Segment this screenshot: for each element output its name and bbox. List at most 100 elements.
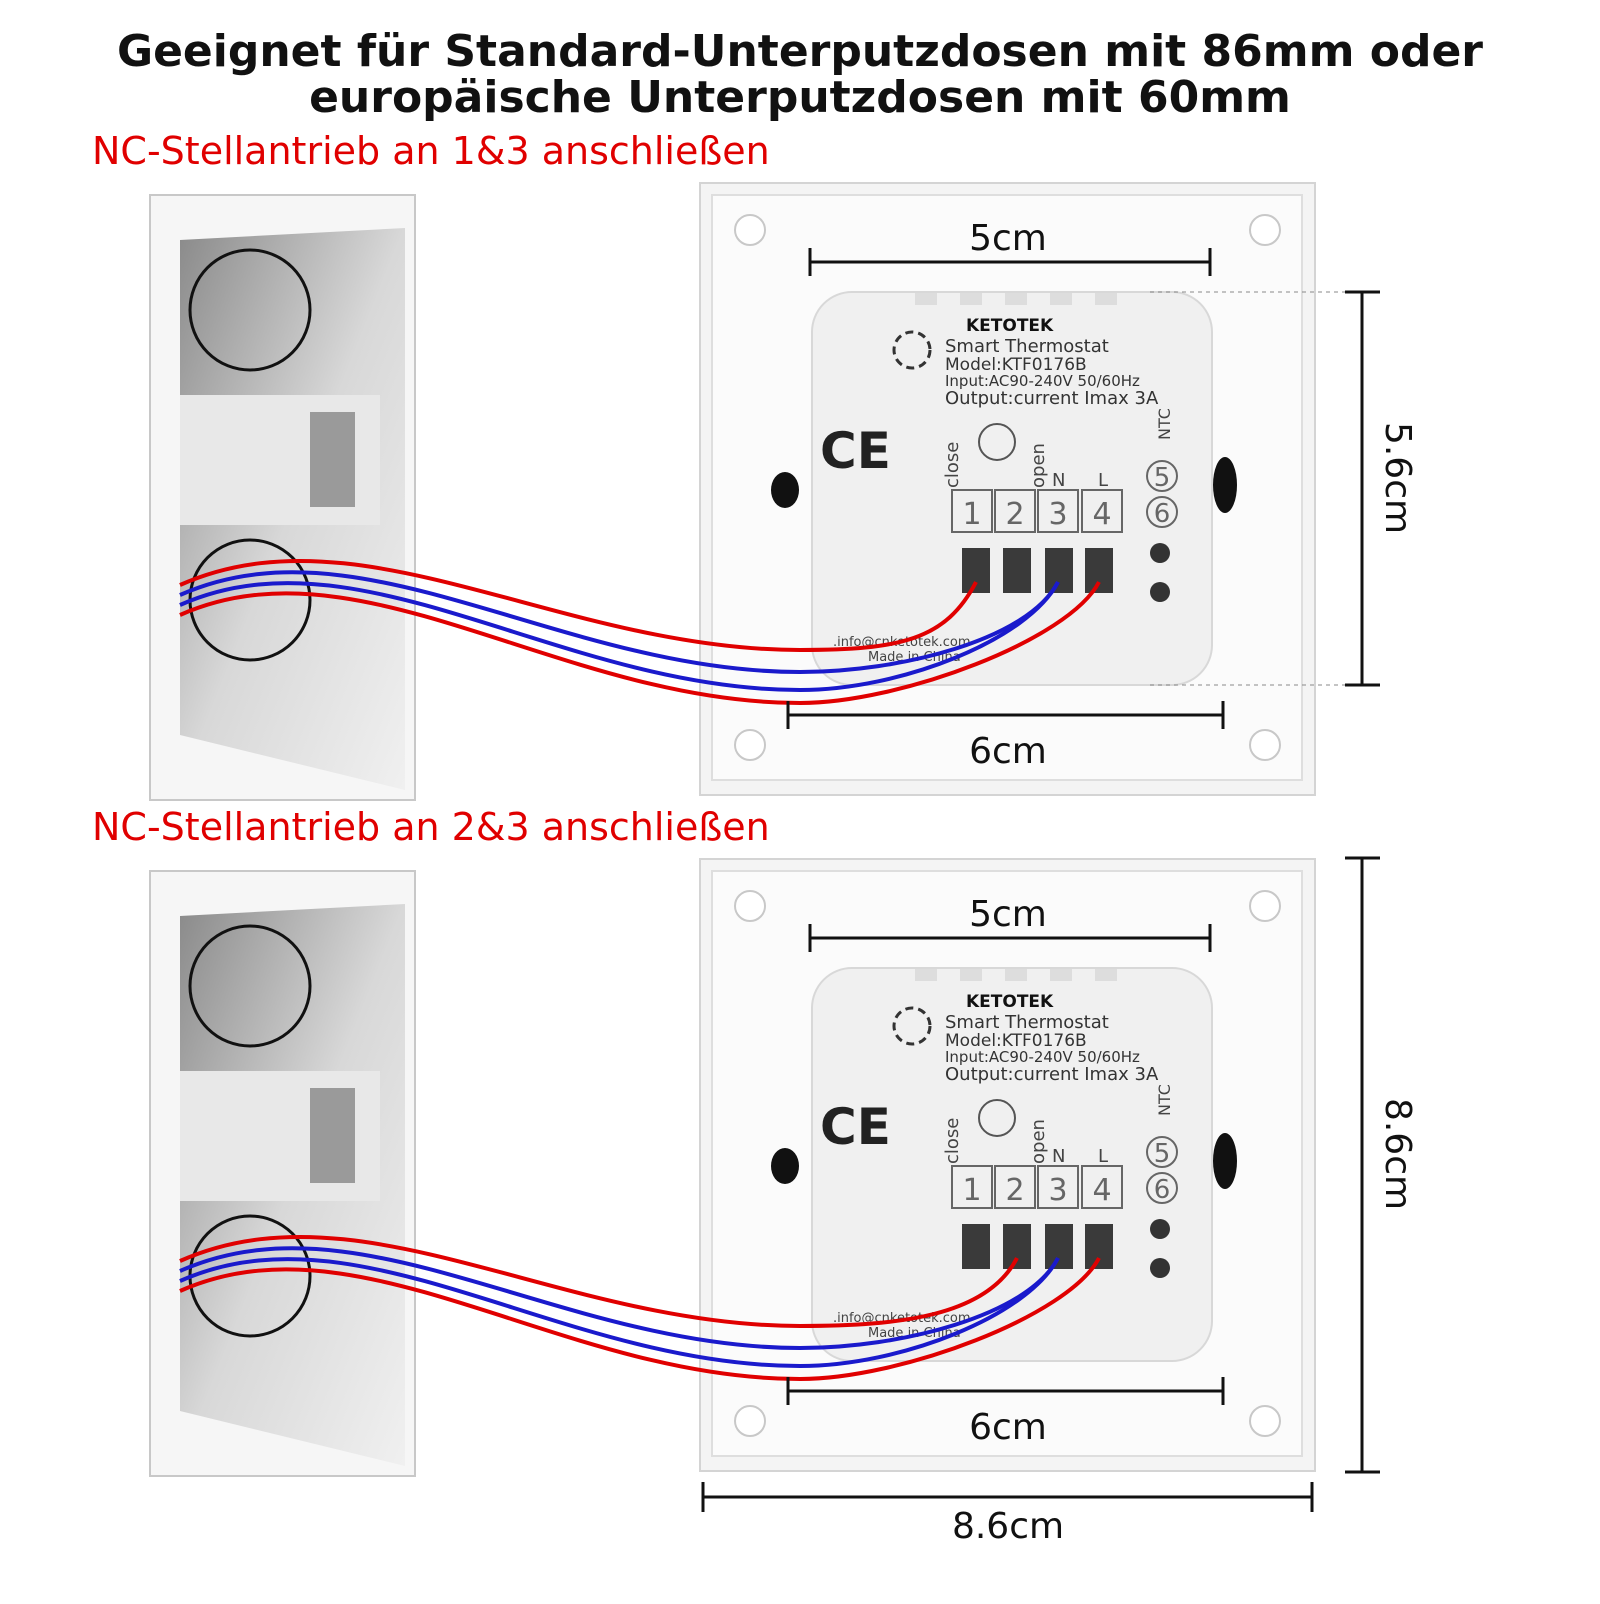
- wire: [179, 581, 1060, 693]
- screw: [1150, 1258, 1170, 1278]
- screw-hole: [1249, 890, 1281, 922]
- screw-terminal: [1045, 548, 1073, 593]
- terminal-number: 3: [1048, 497, 1067, 532]
- wire: [179, 570, 1060, 675]
- vent: [1050, 969, 1072, 981]
- screw: [1150, 1219, 1170, 1239]
- terminal-box: [951, 1165, 993, 1209]
- screw-hole: [1249, 214, 1281, 246]
- label-icon: [892, 330, 932, 370]
- knockout: [188, 924, 312, 1048]
- screw-hole: [1249, 1405, 1281, 1437]
- model: Model:KTF0176B: [945, 355, 1087, 375]
- terminal-number: 6: [1154, 1175, 1171, 1205]
- screw-terminal: [1085, 548, 1113, 593]
- terminal-name: open: [1028, 443, 1049, 488]
- vent: [915, 293, 937, 305]
- model: Model:KTF0176B: [945, 1031, 1087, 1051]
- terminal-name: N: [1052, 1146, 1065, 1167]
- terminal-number: 6: [1154, 499, 1171, 529]
- input: Input:AC90-240V 50/60Hz: [945, 372, 1140, 390]
- vent: [1095, 969, 1117, 981]
- screw-terminal: [962, 1224, 990, 1269]
- caption: NC-Stellantrieb an 2&3 anschließen: [92, 805, 770, 849]
- output: Output:current Imax 3A: [945, 1064, 1159, 1085]
- mount-hole: [771, 472, 799, 508]
- terminal-number: 4: [1092, 1173, 1111, 1208]
- title-line: Geeignet für Standard-Unterputzdosen mit…: [117, 26, 1483, 77]
- wire: [179, 1257, 1060, 1369]
- terminal-box: [1081, 1165, 1123, 1209]
- terminal-box: [994, 489, 1036, 533]
- screw-hole: [1249, 729, 1281, 761]
- panel: NC-Stellantrieb an 2&3 anschließen KETOTE…: [92, 805, 1418, 1547]
- title-line: europäische Unterputzdosen mit 60mm: [309, 72, 1291, 123]
- terminal-circle: [1146, 496, 1178, 528]
- motor-symbol: [978, 423, 1016, 461]
- terminal-number: 5: [1154, 463, 1171, 493]
- screw: [1150, 582, 1170, 602]
- vent: [1050, 293, 1072, 305]
- terminal-number: 2: [1005, 1173, 1024, 1208]
- terminal-name: close: [942, 442, 963, 488]
- terminal-box: [1081, 489, 1123, 533]
- dimension-label: 5cm: [969, 894, 1047, 935]
- wire: [179, 1234, 1019, 1329]
- screw-terminal: [1085, 1224, 1113, 1269]
- brand: KETOTEK: [966, 316, 1054, 336]
- screw-terminal: [1003, 548, 1031, 593]
- wire: [179, 1246, 1060, 1351]
- terminal-number: 4: [1092, 497, 1111, 532]
- dimension-label: 8.6cm: [1377, 1098, 1418, 1210]
- terminal-box: [951, 489, 993, 533]
- terminal-number: 5: [1154, 1139, 1171, 1169]
- dimension-label: 6cm: [969, 1407, 1047, 1448]
- vent: [960, 969, 982, 981]
- terminal-box: [1037, 489, 1079, 533]
- terminal-number: 2: [1005, 497, 1024, 532]
- screw-hole: [734, 214, 766, 246]
- terminal-name: NTC: [1155, 1084, 1174, 1116]
- label-icon: [892, 1006, 932, 1046]
- vent: [1005, 969, 1027, 981]
- wire: [179, 558, 978, 653]
- mount-hole: [771, 1148, 799, 1184]
- screw-hole: [734, 890, 766, 922]
- vent: [1095, 293, 1117, 305]
- screw-hole: [734, 1405, 766, 1437]
- box-slot: [310, 412, 355, 507]
- screw-terminal: [1003, 1224, 1031, 1269]
- terminal-box: [994, 1165, 1036, 1209]
- screw-hole: [734, 729, 766, 761]
- screw: [1150, 543, 1170, 563]
- product: Smart Thermostat: [945, 1012, 1109, 1033]
- brand: KETOTEK: [966, 992, 1054, 1012]
- terminal-name: N: [1052, 470, 1065, 491]
- vent: [960, 293, 982, 305]
- output: Output:current Imax 3A: [945, 388, 1159, 409]
- box-slot: [310, 1088, 355, 1183]
- vent: [915, 969, 937, 981]
- input: Input:AC90-240V 50/60Hz: [945, 1048, 1140, 1066]
- terminal-name: open: [1028, 1119, 1049, 1164]
- motor-symbol: [978, 1099, 1016, 1137]
- knockout: [188, 248, 312, 372]
- terminal-number: 3: [1048, 1173, 1067, 1208]
- terminal-box: [1037, 1165, 1079, 1209]
- mount-hole: [1213, 457, 1237, 513]
- terminal-number: 1: [962, 497, 981, 532]
- terminal-name: L: [1098, 1146, 1108, 1167]
- terminal-circle: [1146, 1172, 1178, 1204]
- dimension-label: 8.6cm: [952, 1506, 1064, 1547]
- wire: [179, 581, 1101, 706]
- terminal-circle: [1146, 1136, 1178, 1168]
- terminal-name: L: [1098, 470, 1108, 491]
- dimension-label: 5cm: [969, 218, 1047, 259]
- screw-terminal: [1045, 1224, 1073, 1269]
- terminal-circle: [1146, 460, 1178, 492]
- caption: NC-Stellantrieb an 1&3 anschließen: [92, 129, 770, 173]
- terminal-number: 1: [962, 1173, 981, 1208]
- mount-hole: [1213, 1133, 1237, 1189]
